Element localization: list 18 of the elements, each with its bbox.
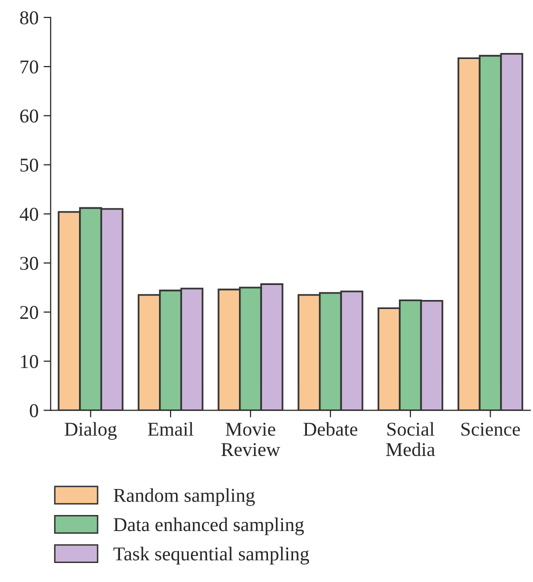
x-tick-label: Dialog [64, 422, 117, 440]
x-tick-label: Science [461, 422, 520, 436]
y-tick-label: 0 [30, 404, 38, 418]
y-tick-label: 10 [21, 355, 38, 368]
y-tick-label: 80 [20, 11, 38, 24]
x-tick-label: Movie Review [221, 422, 280, 456]
y-tick-label: 20 [20, 306, 38, 320]
y-tick-label: 40 [20, 208, 38, 221]
x-tick-label: Social Media [386, 422, 435, 456]
y-tick-label: 30 [20, 256, 38, 270]
y-tick-label: 50 [20, 158, 38, 172]
legend-label: Task sequential sampling [113, 546, 310, 564]
legend-label: Random sampling [114, 488, 255, 506]
x-tick-label: Email [148, 422, 194, 436]
y-tick-label: 70 [20, 60, 38, 74]
legend-label: Data enhanced sampling [114, 518, 304, 536]
y-tick-label: 60 [20, 109, 38, 123]
x-tick-label: Debate [303, 422, 358, 436]
